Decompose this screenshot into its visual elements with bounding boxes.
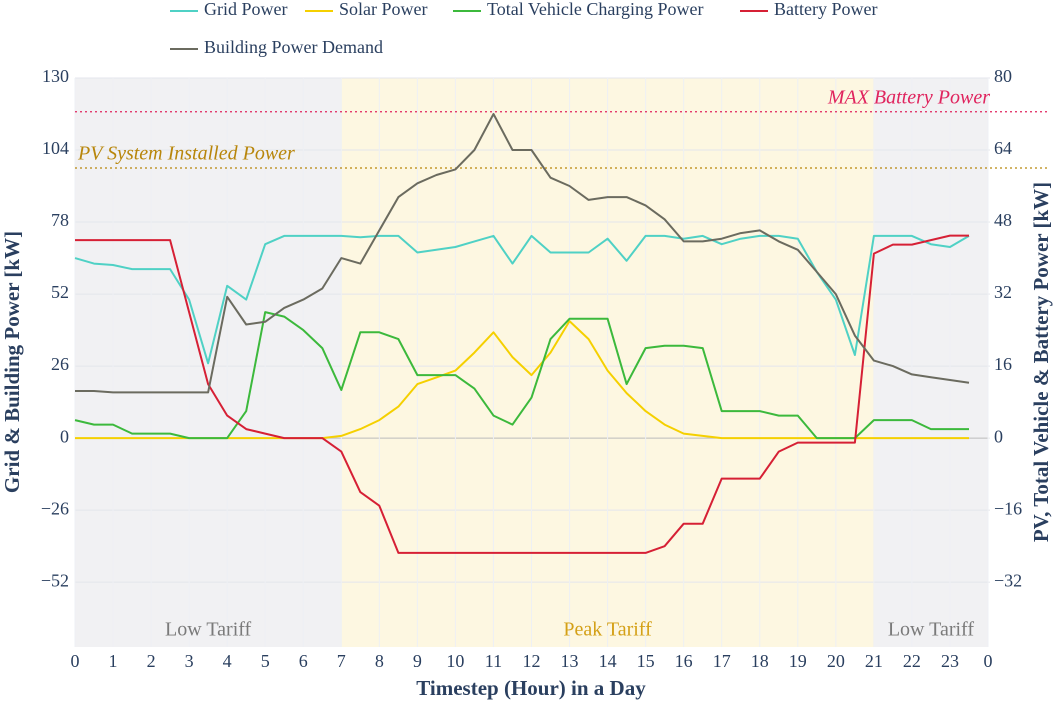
x-tick-label: 19	[789, 651, 807, 671]
x-tick-label: 14	[599, 651, 617, 671]
reference-label: MAX Battery Power	[827, 86, 990, 108]
x-axis-title: Timestep (Hour) in a Day	[416, 676, 646, 700]
x-tick-label: 4	[223, 651, 232, 671]
x-tick-label: 21	[865, 651, 883, 671]
y-tick-label: 0	[60, 426, 69, 446]
x-tick-label: 6	[299, 651, 308, 671]
legend-label: Grid Power	[204, 0, 288, 19]
x-tick-label: 1	[109, 651, 118, 671]
x-tick-label: 22	[903, 651, 921, 671]
y-tick-label: −26	[41, 498, 69, 518]
y2-axis-title: PV, Total Vehicle & Battery Power [kW]	[1029, 182, 1053, 542]
y2-tick-label: 48	[994, 210, 1012, 230]
series-line	[75, 234, 969, 554]
y-tick-label: 26	[51, 354, 69, 374]
region-label: Low Tariff	[888, 619, 975, 641]
reference-label: PV System Installed Power	[77, 143, 295, 165]
y2-tick-label: 0	[994, 426, 1003, 446]
y-tick-label: 130	[42, 66, 69, 86]
region-label: Peak Tariff	[563, 619, 652, 641]
y-tick-label: −52	[41, 570, 69, 590]
y-tick-label: 78	[51, 210, 69, 230]
x-tick-label: 10	[446, 651, 464, 671]
x-tick-label: 23	[941, 651, 959, 671]
x-tick-label: 5	[261, 651, 270, 671]
x-tick-label: 0	[71, 651, 80, 671]
y2-tick-label: −16	[994, 498, 1022, 518]
x-tick-label: 12	[523, 651, 541, 671]
x-tick-label: 2	[147, 651, 156, 671]
y-axis-title: Grid & Building Power [kW]	[0, 231, 24, 493]
x-tick-label: 0	[984, 651, 993, 671]
series-line	[74, 311, 969, 440]
x-tick-label: 16	[675, 651, 693, 671]
x-tick-label: 9	[413, 651, 422, 671]
x-tick-label: 13	[561, 651, 579, 671]
x-tick-label: 17	[713, 651, 731, 671]
y2-tick-label: 64	[994, 138, 1012, 158]
y2-tick-label: 80	[994, 66, 1012, 86]
y2-tick-label: 16	[994, 354, 1012, 374]
legend-label: Battery Power	[774, 0, 877, 19]
x-tick-label: 18	[751, 651, 769, 671]
tariff-region	[873, 78, 988, 647]
x-tick-label: 8	[375, 651, 384, 671]
y-tick-label: 52	[51, 282, 69, 302]
region-label: Low Tariff	[165, 619, 252, 641]
legend-label: Total Vehicle Charging Power	[487, 0, 704, 19]
y2-tick-label: 32	[994, 282, 1012, 302]
y-tick-label: 104	[42, 138, 69, 158]
x-tick-label: 3	[185, 651, 194, 671]
labels-layer: Low Tariff Peak Tariff Low Tariff130104785…	[41, 0, 1022, 671]
legend-label: Solar Power	[339, 0, 428, 19]
y2-tick-label: −32	[994, 570, 1022, 590]
x-tick-label: 20	[827, 651, 845, 671]
x-tick-label: 11	[485, 651, 502, 671]
legend-label: Building Power Demand	[204, 37, 383, 57]
series-line	[75, 113, 970, 394]
x-tick-label: 7	[337, 651, 346, 671]
lines-layer	[74, 111, 1048, 554]
x-tick-label: 15	[637, 651, 655, 671]
